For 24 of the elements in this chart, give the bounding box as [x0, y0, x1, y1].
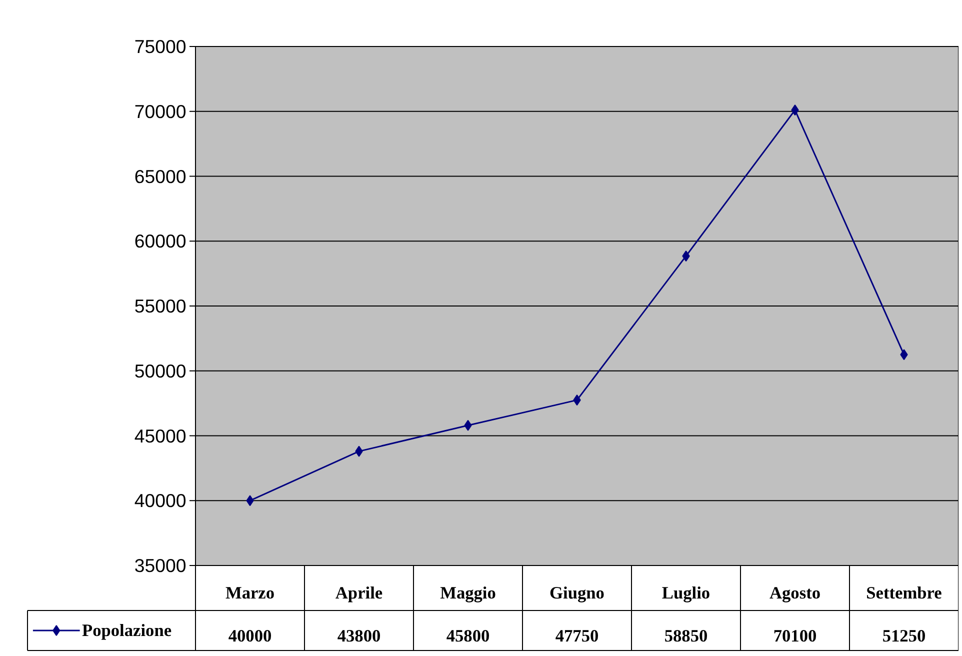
y-tick-label: 60000	[134, 230, 186, 252]
y-tick-label: 45000	[134, 425, 186, 446]
legend-label: Popolazione	[82, 621, 172, 640]
x-tick-label: Settembre	[866, 584, 942, 602]
data-label: 47750	[555, 626, 599, 646]
x-tick-label: Luglio	[662, 584, 710, 602]
y-tick-label: 65000	[134, 166, 186, 187]
data-label: 43800	[337, 626, 381, 646]
y-tick-label: 75000	[134, 36, 186, 57]
y-tick-label: 70000	[134, 100, 186, 122]
y-tick-label: 35000	[134, 555, 186, 576]
y-tick-label: 55000	[134, 296, 186, 316]
data-label: 51250	[882, 626, 926, 646]
y-tick-label: 40000	[134, 490, 186, 512]
y-tick-label: 50000	[134, 360, 186, 382]
data-label: 45800	[446, 626, 490, 646]
x-tick-label: Agosto	[769, 584, 821, 602]
data-label: 58850	[664, 626, 708, 646]
x-tick-label: Giugno	[550, 584, 604, 602]
x-tick-label: Aprile	[335, 584, 383, 602]
x-tick-label: Maggio	[440, 584, 496, 602]
data-label: 40000	[228, 626, 272, 646]
x-tick-label: Marzo	[225, 584, 275, 602]
data-label: 70100	[773, 626, 817, 646]
